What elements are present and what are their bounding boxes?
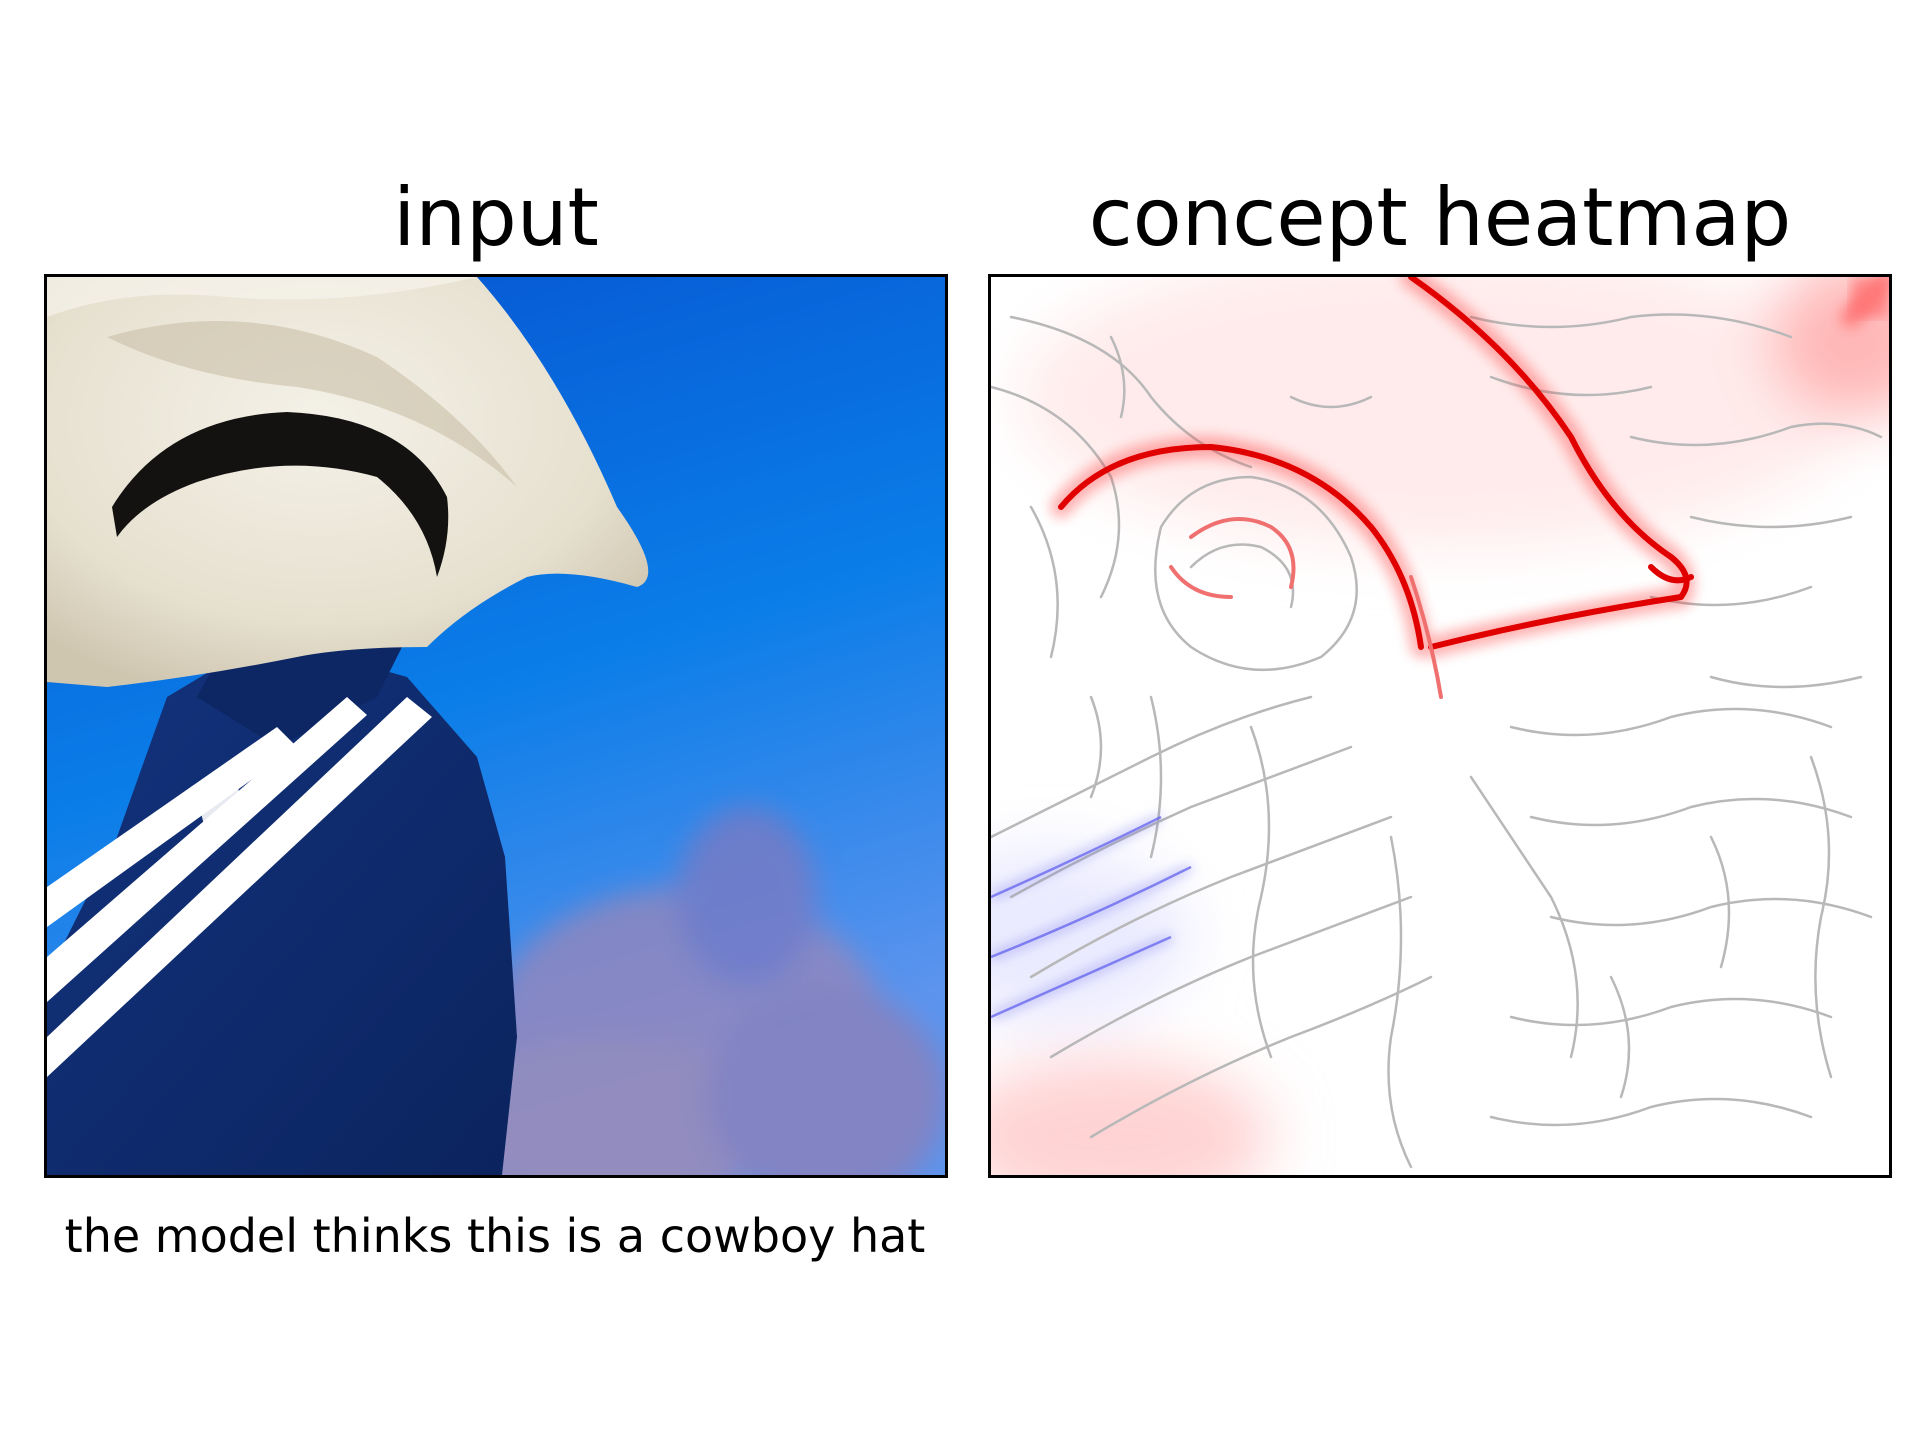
blurred-bush [437, 807, 945, 1175]
hat-underside [112, 412, 449, 577]
heatmap-panel-title: concept heatmap [1088, 171, 1792, 264]
input-photo-illustration [47, 277, 945, 1175]
jacket-stripe [47, 697, 367, 1002]
heatmap-illustration [991, 277, 1889, 1175]
heatmap-positive-lines [1058, 277, 1694, 650]
cowboy-hat [47, 277, 649, 687]
jacket [47, 637, 517, 1175]
input-image [44, 274, 948, 1178]
heatmap-negative-lines [991, 815, 1192, 1019]
jacket-stripe [47, 697, 432, 1077]
heatmap-medium-lines [1169, 517, 1443, 699]
caption: the model thinks this is a cowboy hat [64, 1209, 926, 1263]
concept-heatmap [988, 274, 1892, 1178]
input-panel-title: input [393, 171, 599, 264]
jacket-stripe [47, 727, 297, 927]
